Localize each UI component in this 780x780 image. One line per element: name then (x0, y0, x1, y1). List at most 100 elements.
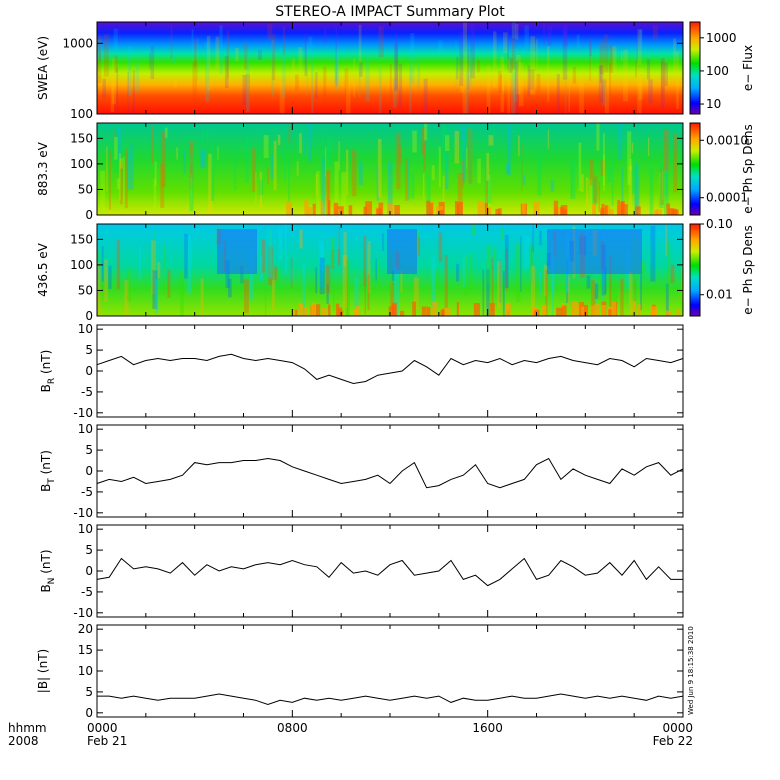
heatmap-cell (608, 63, 612, 95)
x-tick-label: 0800 (277, 721, 308, 735)
heatmap-panel-883 (97, 123, 683, 215)
colorbar-label: e− Flux (741, 45, 755, 91)
heatmap-cell (518, 135, 520, 156)
heatmap-cell (505, 302, 511, 316)
heatmap-cell (345, 258, 350, 316)
colorbar-tick-label: 10 (706, 97, 721, 111)
heatmap-cell (465, 70, 469, 114)
heatmap-cell (562, 28, 568, 80)
heatmap-cell (598, 65, 604, 103)
heatmap-cell (268, 228, 272, 278)
heatmap-cell (367, 274, 370, 311)
heatmap-cell (456, 203, 460, 215)
heatmap-cell (115, 144, 119, 174)
heatmap-cell (321, 307, 327, 316)
heatmap-cell (467, 49, 470, 90)
heatmap-cell (417, 57, 421, 88)
heatmap-cell (547, 26, 553, 46)
heatmap-cell (457, 172, 463, 215)
heatmap-cell (421, 306, 429, 316)
y-axis-label: |B| (nT) (36, 649, 50, 693)
series-line (96, 557, 683, 587)
heatmap-cell (531, 243, 533, 284)
y-tick-label: 10 (78, 422, 93, 436)
heatmap-cell (138, 246, 141, 280)
heatmap-cell (155, 279, 159, 314)
x-tick-label: 0000 (662, 721, 693, 735)
heatmap-cell (659, 169, 664, 205)
heatmap-cell (343, 231, 347, 267)
heatmap-cell (338, 141, 340, 170)
heatmap-cell (608, 309, 612, 316)
heatmap-cell (333, 281, 335, 312)
heatmap-cell (164, 245, 167, 271)
heatmap-cell (390, 281, 395, 310)
heatmap-cell (102, 78, 106, 99)
x-tick-label: 0000 (87, 721, 118, 735)
heatmap-cell (245, 135, 249, 183)
heatmap-cell (576, 34, 580, 49)
heatmap-cell (520, 236, 522, 292)
heatmap-cell (363, 206, 367, 215)
heatmap-cell (274, 266, 278, 281)
heatmap-cell (342, 255, 348, 309)
heatmap-cell (299, 133, 302, 154)
heatmap-cell (628, 165, 633, 210)
heatmap-cell (468, 128, 473, 184)
heatmap-cell (400, 310, 405, 316)
heatmap-cell (502, 64, 505, 91)
heatmap-cell (631, 167, 636, 194)
heatmap-cell (408, 158, 410, 201)
y-tick-label: 50 (78, 283, 93, 297)
colorbar-tick-label: 0.10 (706, 217, 733, 231)
heatmap-cell (375, 258, 377, 281)
heatmap-cell (456, 302, 459, 316)
heatmap-cell (288, 158, 290, 202)
heatmap-cell (601, 203, 605, 215)
heatmap-cell (617, 200, 620, 215)
heatmap-cell (304, 133, 306, 156)
heatmap-cell (387, 161, 393, 214)
heatmap-cell (335, 303, 340, 316)
heatmap-cell (244, 43, 248, 70)
heatmap-cell (638, 174, 640, 210)
timestamp: Wed Jun 9 18:15:38 2010 (687, 626, 695, 715)
heatmap-cell (172, 52, 176, 64)
heatmap-cell (426, 200, 431, 215)
heatmap-cell (507, 58, 510, 114)
heatmap-cell (394, 205, 400, 215)
panel-4: -10 -5 0 5 10 BT (nT) (39, 422, 684, 520)
heatmap-cell (315, 72, 318, 99)
y-tick-label: -5 (81, 485, 93, 499)
heatmap-cell (462, 254, 467, 287)
heatmap-cell (495, 208, 500, 215)
heatmap-cell (235, 47, 239, 62)
heatmap-cell (412, 301, 417, 316)
heatmap-image (97, 123, 683, 215)
heatmap-cell (334, 55, 339, 84)
heatmap-cell (288, 124, 291, 143)
heatmap-cell (302, 263, 306, 315)
heatmap-cell (543, 264, 547, 297)
heatmap-cell (571, 309, 574, 316)
heatmap-cell (583, 304, 588, 316)
y-tick-label: 100 (70, 107, 93, 121)
heatmap-cell (196, 38, 199, 81)
y-tick-label: 5 (85, 543, 93, 557)
heatmap-cell (667, 241, 671, 294)
heatmap-cell (341, 172, 347, 215)
y-tick-label: 5 (85, 685, 93, 699)
heatmap-cell (97, 35, 102, 83)
heatmap-cell (327, 200, 331, 215)
heatmap-cell (571, 301, 578, 316)
heatmap-cell (598, 181, 600, 213)
heatmap-cell (601, 304, 606, 316)
heatmap-cell (572, 67, 577, 84)
y-tick-label: 0 (85, 364, 93, 378)
heatmap-cell (659, 164, 664, 208)
heatmap-cell (215, 36, 220, 70)
heatmap-cell (157, 262, 161, 279)
heatmap-cell (398, 146, 402, 164)
y-tick-label: 1000 (62, 36, 93, 50)
heatmap-cell (594, 283, 599, 299)
